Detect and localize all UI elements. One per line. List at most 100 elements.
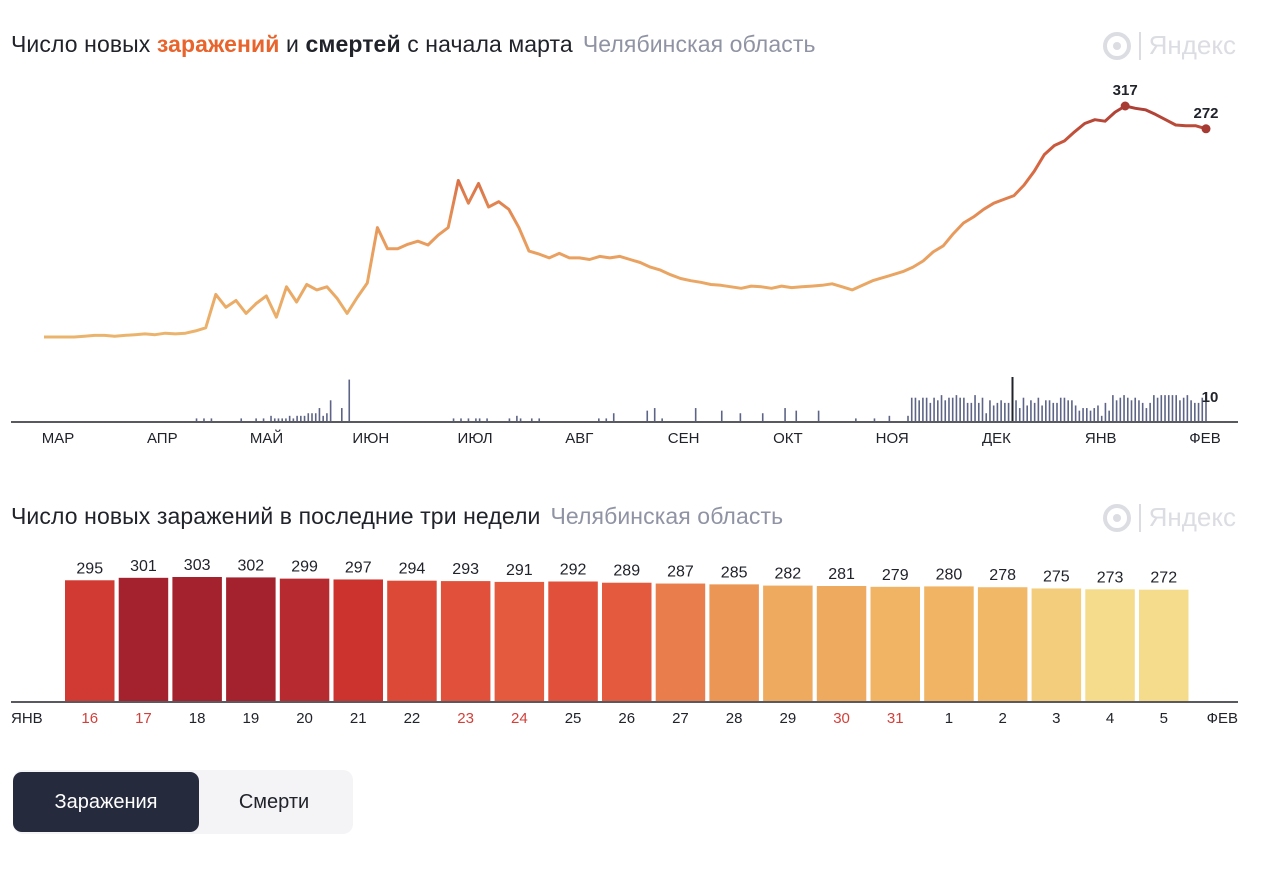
bar [333, 579, 383, 701]
death-bar [944, 400, 947, 421]
bar-value-label: 280 [936, 566, 963, 583]
bar-value-label: 294 [399, 561, 426, 578]
death-bar [1093, 408, 1096, 421]
bar [709, 584, 759, 701]
bar-value-label: 289 [613, 563, 640, 580]
death-bar [925, 397, 928, 421]
day-tick-label: 23 [457, 710, 474, 727]
bar-value-label: 273 [1097, 569, 1124, 586]
day-tick-label: 26 [618, 710, 635, 727]
death-bar [1149, 402, 1151, 421]
tab-infections[interactable]: Заражения [13, 772, 199, 832]
bar [1031, 588, 1082, 701]
day-tick-label: 3 [1052, 710, 1060, 727]
infections-line [44, 104, 1207, 339]
death-bar [300, 415, 302, 421]
death-bar [981, 397, 984, 421]
month-tick-label: ОКТ [773, 430, 803, 447]
death-bar [1067, 400, 1069, 421]
title-deaths: смертей [305, 31, 401, 57]
death-bar [1141, 402, 1144, 421]
death-bar [475, 418, 477, 421]
death-bar [1026, 405, 1028, 421]
death-bar [240, 418, 243, 421]
top-chart: МАР АПР МАЙ ИЮН ИЮЛ АВГ СЕН ОКТ НОЯ ДЕК ЯНВ ФЕВ 317… [11, 82, 1238, 447]
death-bar [959, 397, 961, 421]
death-bar [989, 400, 991, 421]
death-bar [288, 415, 291, 421]
death-bar [273, 418, 276, 421]
death-bar [307, 413, 310, 421]
day-tick-label: 1 [945, 710, 953, 727]
death-bar [1018, 408, 1021, 421]
death-bar [937, 400, 939, 421]
death-bar [314, 413, 317, 421]
death-bar [855, 418, 857, 421]
death-bar [1197, 402, 1200, 421]
death-bar [452, 418, 455, 421]
bar [279, 578, 330, 701]
yandex-circle-icon [1102, 31, 1131, 60]
death-bar [296, 415, 298, 421]
death-bar [1112, 395, 1114, 421]
bar [65, 580, 115, 701]
metric-switch: Заражения Смерти [13, 770, 353, 834]
tab-deaths[interactable]: Смерти [199, 772, 349, 832]
death-bar [1011, 377, 1014, 421]
bar [1139, 589, 1189, 701]
death-bar [605, 418, 608, 421]
death-bar [918, 400, 920, 421]
bottom-title-text: Число новых заражений в последние три не… [11, 503, 541, 529]
death-bar [612, 413, 615, 421]
death-bar [1160, 395, 1163, 421]
death-bar [963, 397, 965, 421]
bar [387, 580, 437, 701]
death-bar [929, 402, 932, 421]
death-bar [1086, 408, 1088, 421]
month-tick-label: ДЕК [982, 430, 1011, 447]
month-tick-label: АПР [147, 430, 178, 447]
bar [548, 581, 598, 701]
death-bar [311, 413, 313, 421]
death-bar [486, 418, 488, 421]
death-bar [1045, 400, 1047, 421]
death-bar [281, 418, 283, 421]
death-bar [348, 379, 351, 421]
death-bar [1201, 397, 1204, 421]
death-bar [1041, 405, 1043, 421]
annotation-label: 317 [1113, 82, 1138, 99]
death-bar [1145, 408, 1148, 421]
death-bar [888, 415, 891, 421]
death-bar [519, 418, 522, 421]
day-tick-label: 25 [565, 710, 582, 727]
death-bar [761, 413, 764, 421]
death-bar [1078, 410, 1081, 421]
death-bar [1179, 400, 1181, 421]
death-bar [661, 418, 663, 421]
title-infections: заражений [156, 31, 280, 57]
bottom-month-left: ЯНВ [11, 710, 43, 727]
death-bar [1115, 400, 1118, 421]
logo-separator [1138, 503, 1141, 532]
death-bar [1071, 400, 1073, 421]
death-bar [326, 413, 328, 421]
yandex-logo-top: Яндекс [1102, 30, 1236, 61]
death-bar [1190, 400, 1192, 421]
death-bar [974, 395, 976, 421]
death-bar [1156, 397, 1159, 421]
death-bar [1000, 400, 1002, 421]
death-bar [940, 395, 943, 421]
death-bar [203, 418, 205, 421]
bottom-month-right: ФЕВ [1207, 710, 1238, 727]
death-bar [914, 397, 917, 421]
death-bar [1022, 397, 1025, 421]
day-tick-label: 31 [887, 710, 904, 727]
death-bar [1138, 400, 1140, 421]
day-tick-label: 28 [726, 710, 743, 727]
day-tick-label: 2 [998, 710, 1006, 727]
death-bar [951, 397, 954, 421]
death-bar [1205, 395, 1207, 421]
top-chart-title: Число новых заражений и смертей с начала… [11, 31, 816, 58]
death-bar [318, 408, 321, 421]
death-bar [270, 415, 272, 421]
